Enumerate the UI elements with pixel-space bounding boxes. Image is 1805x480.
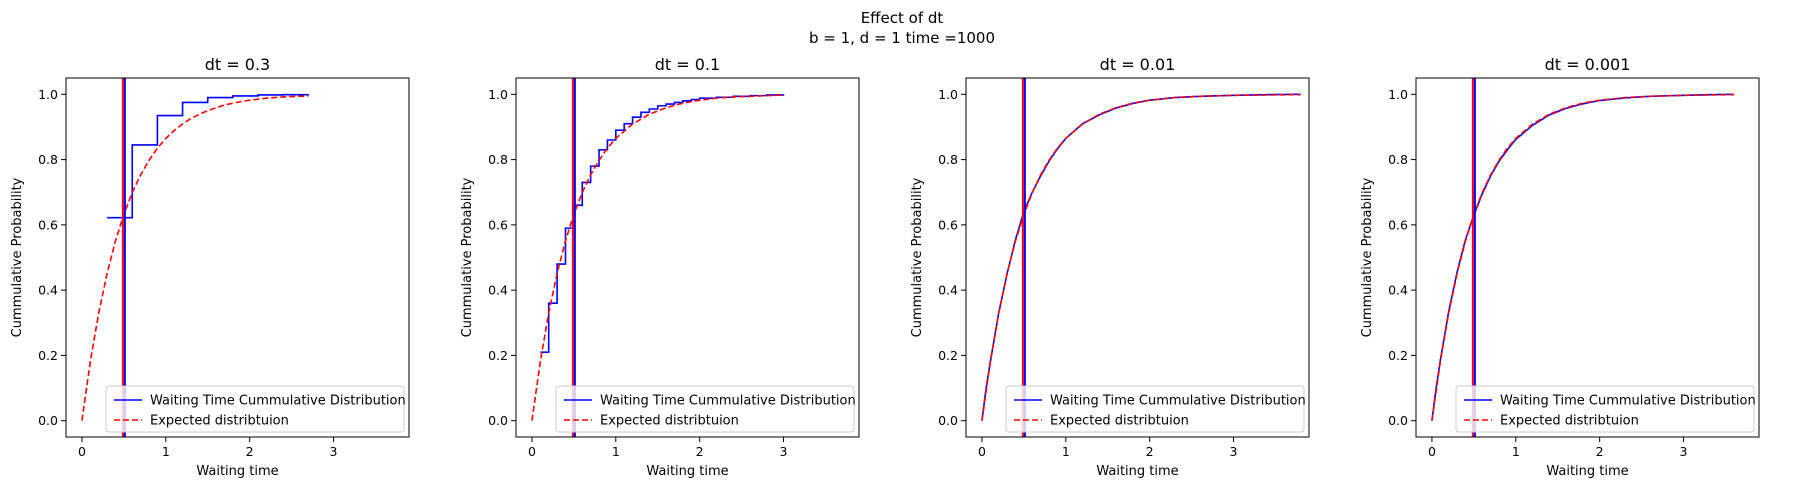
x-tick-label: 1 <box>612 444 620 459</box>
axes-frame <box>1415 77 1760 438</box>
legend: Waiting Time Cummulative Distribution Exp… <box>555 385 856 433</box>
x-tick-label: 0 <box>978 444 986 459</box>
y-tick-label: 0.4 <box>938 283 958 298</box>
y-tick-label: 0.4 <box>38 283 58 298</box>
expected-cdf-line <box>1431 93 1734 421</box>
x-axis-label: Waiting time <box>646 464 728 479</box>
x-axis-label: Waiting time <box>1546 464 1628 479</box>
subplot: dt = 0.001 0 1 2 3 0.0 0.2 0.4 0.6 0.8 1.0 Waiting … <box>1360 55 1760 479</box>
plot-area <box>531 78 785 437</box>
x-tick-label: 1 <box>1512 444 1520 459</box>
y-tick-label: 0.6 <box>938 217 958 232</box>
x-tick-label: 1 <box>1062 444 1070 459</box>
y-tick-label: 0.8 <box>1388 152 1408 167</box>
legend-entry-label: Waiting Time Cummulative Distribution <box>1500 394 1756 409</box>
plot-area <box>981 78 1301 437</box>
axes-frame <box>515 77 860 438</box>
y-tick-label: 0.6 <box>1388 217 1408 232</box>
plot-area <box>81 78 310 437</box>
y-tick-label: 0.4 <box>1388 283 1408 298</box>
y-tick-label: 1.0 <box>488 87 508 102</box>
x-tick-label: 0 <box>78 444 86 459</box>
y-tick-label: 0.8 <box>38 152 58 167</box>
legend-entry-label: Waiting Time Cummulative Distribution <box>600 394 856 409</box>
legend: Waiting Time Cummulative Distribution Exp… <box>1005 385 1306 433</box>
x-tick-label: 0 <box>528 444 536 459</box>
axes-frame <box>65 77 410 438</box>
y-axis-label: Cummulative Probability <box>910 177 925 337</box>
expected-cdf-line <box>531 94 784 421</box>
observed-cdf-line <box>107 93 310 219</box>
y-tick-label: 0.2 <box>1388 348 1408 363</box>
x-tick-label: 3 <box>330 444 338 459</box>
legend-entry-label: Expected distribtuion <box>600 414 739 429</box>
expected-cdf-line <box>981 93 1301 421</box>
x-axis-label: Waiting time <box>196 464 278 479</box>
subplot-grid: dt = 0.3 0 1 2 3 0.0 0.2 0.4 0.6 0.8 1.0 Waiting ti… <box>10 55 1760 479</box>
y-tick-label: 0.0 <box>1388 413 1408 428</box>
plot-area <box>1431 78 1734 437</box>
subplot-title: dt = 0.3 <box>205 55 270 74</box>
y-tick-label: 0.2 <box>38 348 58 363</box>
subplot-title: dt = 0.001 <box>1545 55 1631 74</box>
legend: Waiting Time Cummulative Distribution Exp… <box>105 385 406 433</box>
x-tick-label: 2 <box>246 444 254 459</box>
subplot-title: dt = 0.1 <box>655 55 720 74</box>
legend-entry-label: Waiting Time Cummulative Distribution <box>150 394 406 409</box>
figure-title-line2: b = 1, d = 1 time =1000 <box>809 29 995 47</box>
subplot: dt = 0.1 0 1 2 3 0.0 0.2 0.4 0.6 0.8 1.0 Waiting ti… <box>460 55 860 479</box>
x-tick-label: 2 <box>1596 444 1604 459</box>
y-tick-label: 0.0 <box>938 413 958 428</box>
x-tick-label: 3 <box>1230 444 1238 459</box>
legend-entry-label: Expected distribtuion <box>150 414 289 429</box>
legend: Waiting Time Cummulative Distribution Exp… <box>1455 385 1756 433</box>
subplot: dt = 0.01 0 1 2 3 0.0 0.2 0.4 0.6 0.8 1.0 Waiting t… <box>910 55 1310 479</box>
x-tick-label: 2 <box>696 444 704 459</box>
x-tick-label: 2 <box>1146 444 1154 459</box>
y-tick-label: 0.8 <box>938 152 958 167</box>
y-axis-label: Cummulative Probability <box>10 177 25 337</box>
subplot-title: dt = 0.01 <box>1100 55 1176 74</box>
y-tick-label: 0.4 <box>488 283 508 298</box>
legend-box <box>1455 385 1755 433</box>
y-tick-label: 1.0 <box>38 87 58 102</box>
x-tick-label: 0 <box>1428 444 1436 459</box>
y-tick-label: 0.2 <box>938 348 958 363</box>
y-tick-label: 1.0 <box>938 87 958 102</box>
legend-entry-label: Waiting Time Cummulative Distribution <box>1050 394 1306 409</box>
legend-box <box>555 385 855 433</box>
x-tick-label: 1 <box>162 444 170 459</box>
y-tick-label: 0.0 <box>38 413 58 428</box>
y-axis-label: Cummulative Probability <box>1360 177 1375 337</box>
legend-box <box>1005 385 1305 433</box>
figure-title-line1: Effect of dt <box>861 9 944 27</box>
legend-entry-label: Expected distribtuion <box>1050 414 1189 429</box>
y-tick-label: 0.6 <box>38 217 58 232</box>
x-tick-label: 3 <box>1680 444 1688 459</box>
y-tick-label: 1.0 <box>1388 87 1408 102</box>
y-tick-label: 0.6 <box>488 217 508 232</box>
expected-cdf-line <box>81 95 309 421</box>
y-axis-label: Cummulative Probability <box>460 177 475 337</box>
subplot: dt = 0.3 0 1 2 3 0.0 0.2 0.4 0.6 0.8 1.0 Waiting ti… <box>10 55 410 479</box>
axes-frame <box>965 77 1310 438</box>
x-axis-label: Waiting time <box>1096 464 1178 479</box>
legend-entry-label: Expected distribtuion <box>1500 414 1639 429</box>
legend-box <box>105 385 405 433</box>
y-tick-label: 0.2 <box>488 348 508 363</box>
y-tick-label: 0.0 <box>488 413 508 428</box>
y-tick-label: 0.8 <box>488 152 508 167</box>
x-tick-label: 3 <box>780 444 788 459</box>
